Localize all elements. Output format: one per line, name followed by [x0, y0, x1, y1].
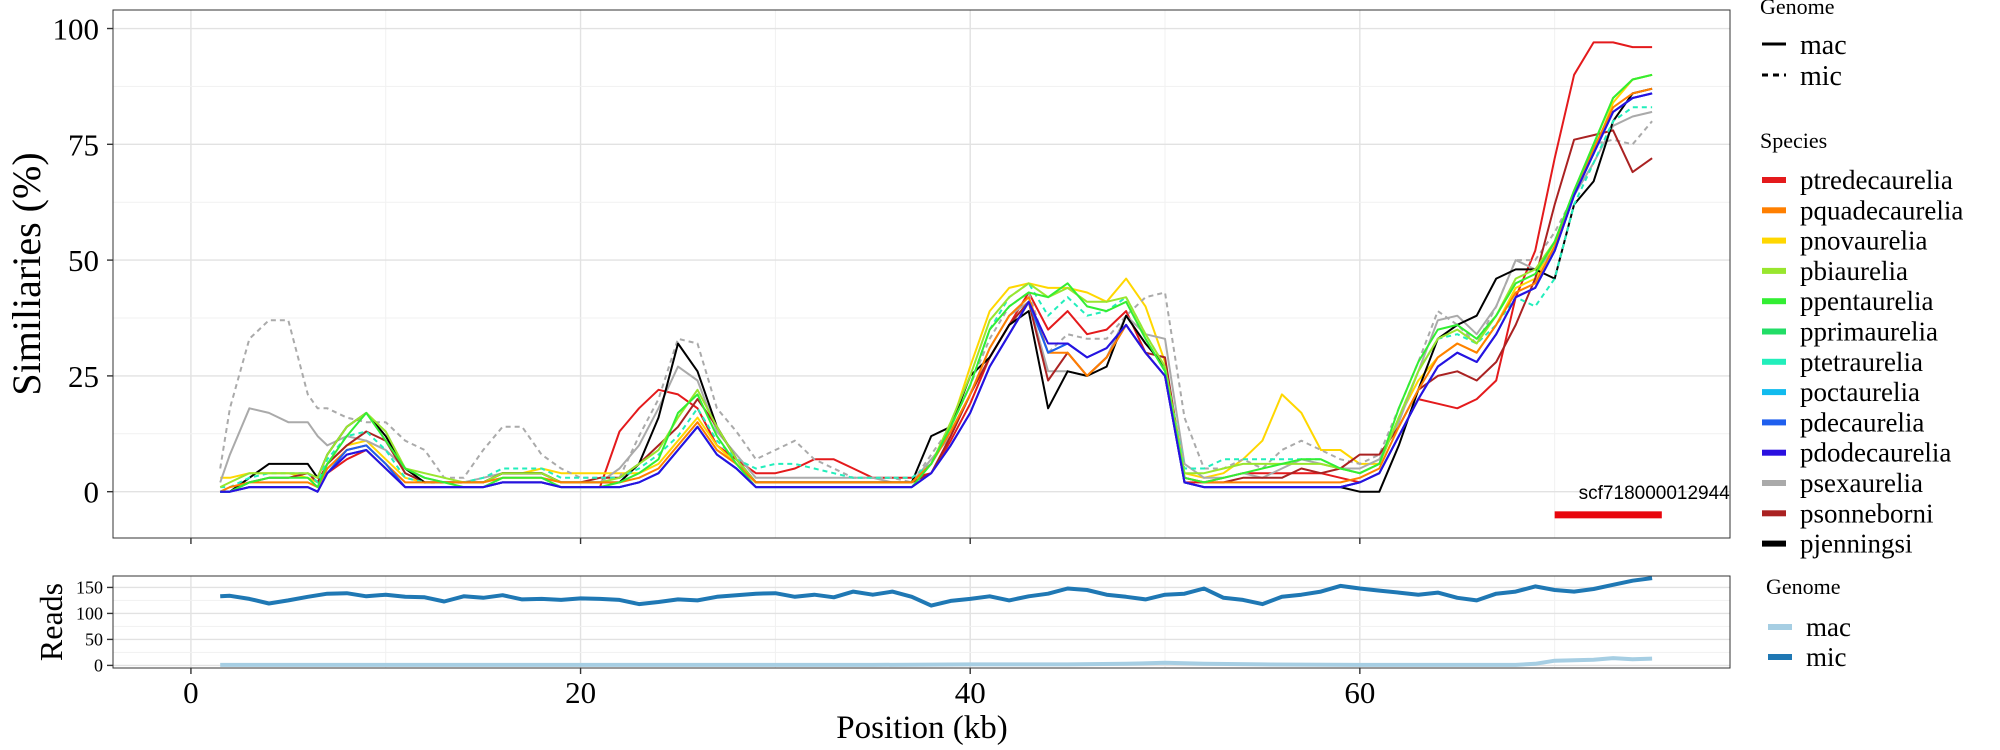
legend-label: ptetraurelia: [1800, 347, 1923, 377]
reads-line-mac: [220, 656, 1653, 667]
similarity-plot-area: [112, 9, 1731, 539]
legend-swatch: [1762, 177, 1786, 183]
legend-label: ptredecaurelia: [1800, 165, 1953, 195]
legend-swatch: [1762, 510, 1786, 517]
x-tick-label: 20: [565, 675, 596, 710]
legend-swatch: [1762, 207, 1786, 214]
reads-plot-area: [112, 575, 1731, 669]
series-line-ppentaurelia-mac: [220, 73, 1653, 493]
legend-swatch: [1762, 480, 1786, 486]
y-tick-label: 75: [68, 127, 99, 162]
species-legend-item-pprimaurelia: pprimaurelia: [1762, 317, 1938, 347]
x-axis-label: Position (kb): [836, 710, 1007, 746]
y-tick-label: 50: [68, 243, 99, 278]
legend-swatch: [1762, 328, 1786, 335]
similarity-series-lines: [219, 41, 1653, 493]
reads-legend-item-mic: mic: [1768, 642, 1847, 672]
reads-plot-border: [112, 575, 1731, 669]
legend-swatch: [1762, 389, 1786, 396]
legend-swatch: [1768, 654, 1792, 660]
similarity-plot-border: [112, 9, 1731, 539]
reads-line-mic: [220, 576, 1653, 608]
reads-legend-item-mac: mac: [1768, 612, 1851, 642]
y-tick-label: 100: [76, 603, 103, 623]
legend-label: pquadecaurelia: [1800, 195, 1963, 225]
y-tick-label: 150: [76, 577, 103, 597]
series-line-pdodecaurelia-mac: [220, 92, 1653, 493]
legend-swatch: [1768, 624, 1792, 630]
legend-swatch: [1762, 358, 1786, 365]
legend-label: psexaurelia: [1800, 468, 1923, 498]
reads-series-lines: [220, 576, 1653, 667]
genome-legend-item-mac: mac: [1762, 30, 1847, 61]
genome-linetype-legend: Genome mac mic: [1760, 0, 1847, 92]
species-legend-items: ptredecaureliapquadecaureliapnovaureliap…: [1762, 165, 1963, 559]
scaffold-bar: [1554, 511, 1662, 519]
legend-label: pprimaurelia: [1800, 317, 1938, 347]
legend-label: mac: [1806, 612, 1851, 642]
reads-y-axis-ticks: 0 50 100 150: [76, 577, 113, 675]
y-tick-label: 25: [68, 359, 99, 394]
species-legend-item-psonneborni: psonneborni: [1762, 498, 1933, 528]
similarity-x-axis-ticks: [190, 538, 1361, 544]
legend-label: psonneborni: [1800, 498, 1933, 528]
x-tick-label: 40: [955, 675, 986, 710]
legend-label: pnovaurelia: [1800, 226, 1927, 256]
species-legend-item-ptetraurelia: ptetraurelia: [1762, 347, 1923, 377]
reads-panel: 0 50 100 150 0 20 40 60 Reads Position (kb): [33, 575, 1731, 746]
legend-label: pjenningsi: [1800, 529, 1913, 559]
genome-legend-label: mic: [1800, 61, 1842, 92]
y-tick-label: 100: [53, 12, 100, 47]
reads-x-axis-ticks: 0 20 40 60: [183, 668, 1375, 710]
species-legend-item-ptredecaurelia: ptredecaurelia: [1762, 165, 1953, 195]
species-legend-title: Species: [1760, 128, 1827, 153]
genome-legend-title: Genome: [1760, 0, 1835, 19]
legend-swatch: [1762, 298, 1786, 305]
legend-swatch: [1762, 267, 1786, 274]
similarity-y-axis-label: Similiaries (%): [4, 152, 49, 395]
scaffold-annotation: scf718000012944: [1554, 483, 1731, 519]
y-tick-label: 0: [94, 655, 103, 675]
species-legend-item-pnovaurelia: pnovaurelia: [1762, 226, 1927, 256]
similarity-panel: scf718000012944 0 25 50 75 100 Similiaries (…: [4, 9, 1731, 544]
reads-legend-title: Genome: [1766, 574, 1841, 599]
reads-y-axis-label: Reads: [33, 583, 69, 661]
genome-legend-item-mic: mic: [1762, 61, 1842, 92]
genome-legend-label: mac: [1800, 30, 1847, 61]
series-line-pquadecaurelia-mac: [219, 87, 1653, 493]
species-legend-item-psexaurelia: psexaurelia: [1762, 468, 1923, 498]
x-tick-label: 0: [183, 675, 199, 710]
legend-swatch: [1762, 540, 1786, 547]
similarity-y-axis-ticks: 0 25 50 75 100: [53, 12, 113, 510]
y-tick-label: 0: [84, 475, 100, 510]
legend-swatch: [1762, 449, 1786, 456]
legend-swatch: [1762, 419, 1786, 426]
species-legend-item-pjenningsi: pjenningsi: [1762, 529, 1913, 559]
legend-label: pdecaurelia: [1800, 407, 1924, 437]
species-legend-item-pbiaurelia: pbiaurelia: [1762, 256, 1908, 286]
y-tick-label: 50: [85, 629, 103, 649]
species-legend-item-poctaurelia: poctaurelia: [1762, 377, 1920, 407]
legend-swatch: [1762, 237, 1786, 244]
scaffold-label: scf718000012944: [1579, 483, 1731, 504]
x-tick-label: 60: [1344, 675, 1375, 710]
legend-label: mic: [1806, 642, 1847, 672]
legend-label: pdodecaurelia: [1800, 438, 1951, 468]
species-legend-item-ppentaurelia: ppentaurelia: [1762, 286, 1933, 316]
species-legend: Species ptredecaureliapquadecaureliapnov…: [1760, 128, 1963, 559]
legend-label: ppentaurelia: [1800, 286, 1933, 316]
species-legend-item-pdodecaurelia: pdodecaurelia: [1762, 438, 1951, 468]
species-legend-item-pquadecaurelia: pquadecaurelia: [1762, 195, 1963, 225]
species-legend-item-pdecaurelia: pdecaurelia: [1762, 407, 1924, 437]
legend-label: poctaurelia: [1800, 377, 1920, 407]
legend-label: pbiaurelia: [1800, 256, 1908, 286]
